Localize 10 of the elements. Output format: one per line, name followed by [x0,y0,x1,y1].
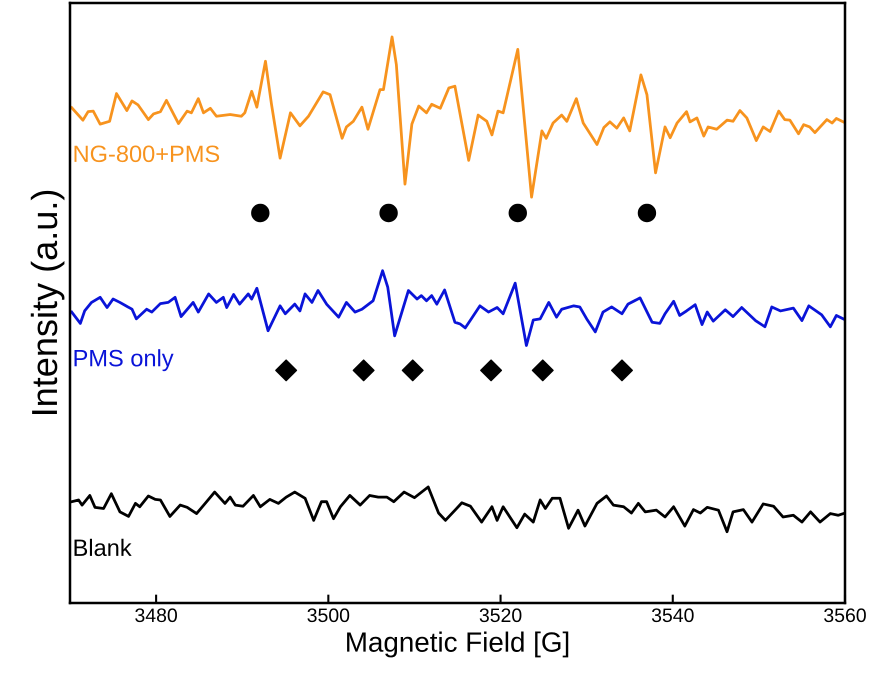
x-tick-label: 3500 [307,608,350,622]
series-label: PMS only [74,349,174,372]
x-tick-label: 3480 [135,608,177,622]
x-axis-title: Magnetic Field [G] [347,632,568,658]
series-label: NG-800+PMS [74,145,220,162]
x-tick-label: 3560 [824,608,866,622]
x-tick-label: 3540 [652,608,694,622]
series-label: Blank [74,538,132,556]
x-tick-label: 3520 [480,608,522,622]
y-axis-title: Intensity (a.u.) [30,190,64,414]
